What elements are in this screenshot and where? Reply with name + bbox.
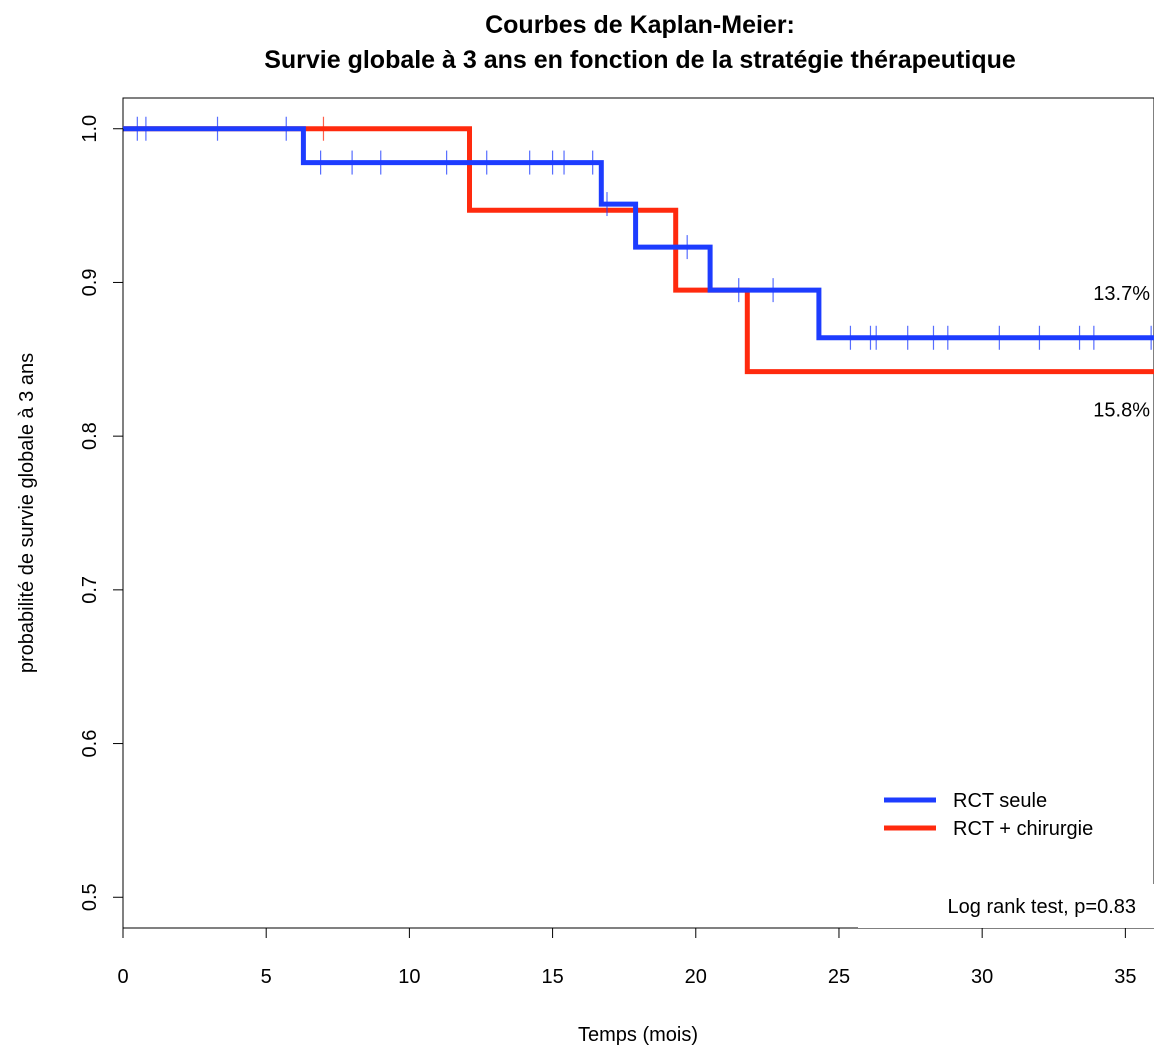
annotation-background (858, 884, 1154, 928)
end-label-1: 15.8% (1093, 400, 1150, 422)
y-tick-label-0: 0.5 (79, 883, 101, 911)
chart-subtitle: Survie globale à 3 ans en fonction de la… (264, 46, 1016, 74)
x-tick-label-2: 10 (398, 966, 420, 988)
y-tick-label-3: 0.8 (79, 422, 101, 450)
log-rank-annotation: Log rank test, p=0.83 (948, 896, 1136, 918)
legend: RCT seule RCT + chirurgie (884, 790, 1093, 840)
end-label-0: 13.7% (1093, 283, 1150, 305)
y-tick-label-4: 0.9 (79, 269, 101, 297)
x-tick-label-4: 20 (685, 966, 707, 988)
chart-title: Courbes de Kaplan-Meier: (485, 11, 795, 39)
y-tick-label-1: 0.6 (79, 730, 101, 758)
legend-label-0: RCT seule (953, 790, 1047, 812)
legend-label-1: RCT + chirurgie (953, 818, 1093, 840)
y-tick-label-2: 0.7 (79, 576, 101, 604)
series-line-1 (123, 126, 1154, 375)
x-tick-label-7: 35 (1114, 966, 1136, 988)
x-tick-label-1: 5 (261, 966, 272, 988)
x-tick-label-3: 15 (541, 966, 563, 988)
y-axis-label: probabilité de survie globale à 3 ans (16, 353, 38, 673)
axes: 0 5 10 15 20 25 30 35 0.5 0.6 0.7 0.8 0.9 1.0 (79, 115, 1136, 988)
x-axis-label: Temps (mois) (578, 1024, 698, 1046)
x-tick-label-0: 0 (117, 966, 128, 988)
series-line-0 (123, 126, 1154, 341)
plot-area: 13.7% 15.8% (123, 116, 1154, 422)
y-tick-label-5: 1.0 (79, 115, 101, 143)
x-tick-label-5: 25 (828, 966, 850, 988)
x-tick-label-6: 30 (971, 966, 993, 988)
